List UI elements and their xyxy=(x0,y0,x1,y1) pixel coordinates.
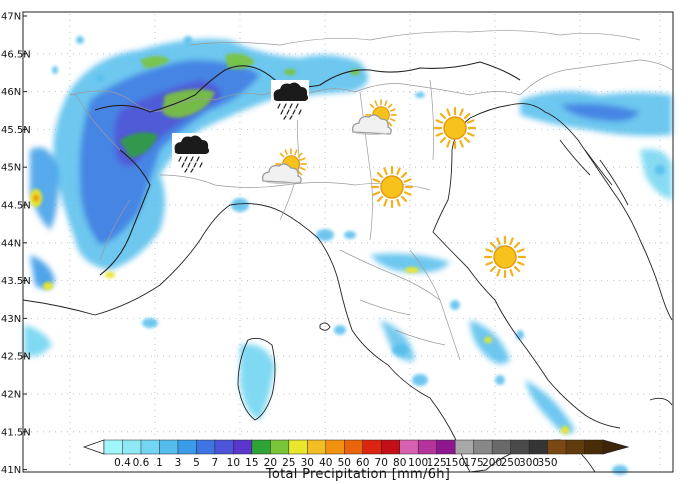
latitude-label: 43.5N xyxy=(1,276,31,287)
colorbar-swatch xyxy=(436,439,456,455)
sun-icon xyxy=(483,235,527,279)
colorbar-swatch xyxy=(196,439,216,455)
colorbar-swatch xyxy=(565,439,586,455)
lat-lon-grid xyxy=(25,14,671,470)
latitude-label: 41N xyxy=(1,465,21,476)
sun-icon xyxy=(370,165,414,209)
latitude-label: 46.5N xyxy=(1,49,31,60)
colorbar-tick-label: 3 xyxy=(175,457,182,469)
colorbar: 0.4 0.6 1 3 5 7 10 15 20 25 30 40 50 60 70 80 1001251501… xyxy=(82,439,630,469)
colorbar-swatch xyxy=(307,439,327,455)
colorbar-tick-label: 25 xyxy=(282,457,295,469)
latitude-labels: 47N 46.5N 46N 45.5N 45N 44.5N 44N 43.5N 43N 42.5N… xyxy=(1,12,31,477)
colorbar-tick-label: 150 xyxy=(445,457,465,469)
colorbar-tick-label: 40 xyxy=(319,457,332,469)
colorbar-tick-label: 0.4 xyxy=(114,457,131,469)
colorbar-swatch xyxy=(344,439,364,455)
colorbar-swatch xyxy=(547,439,567,455)
latitude-label: 42.5N xyxy=(1,352,31,363)
colorbar-swatch xyxy=(270,439,290,455)
colorbar-tick-label: 0.6 xyxy=(133,457,150,469)
colorbar-swatch xyxy=(454,439,475,455)
colorbar-swatch xyxy=(325,439,345,455)
colorbar-swatch xyxy=(510,439,530,455)
colorbar-swatch xyxy=(251,439,271,455)
colorbar-tick-label: 125 xyxy=(427,457,447,469)
colorbar-swatch xyxy=(491,439,512,455)
colorbar-tick-label: 10 xyxy=(227,457,240,469)
colorbar-tick-label: 50 xyxy=(338,457,351,469)
latitude-label: 41.5N xyxy=(1,427,31,438)
latitude-label: 45N xyxy=(1,163,21,174)
latitude-label: 42N xyxy=(1,390,21,401)
colorbar-swatch xyxy=(380,439,401,455)
colorbar-tick-label: 7 xyxy=(212,457,219,469)
colorbar-tick-label: 175 xyxy=(464,457,484,469)
precipitation-field xyxy=(24,36,672,475)
latitude-label: 46N xyxy=(1,87,21,98)
latitude-label: 44.5N xyxy=(1,201,31,212)
colorbar-swatch xyxy=(473,439,493,455)
colorbar-swatch xyxy=(214,439,234,455)
colorbar-title: Total Precipitation [mm/6h] xyxy=(265,467,450,482)
colorbar-swatch xyxy=(177,439,197,455)
sun-icon xyxy=(433,106,477,150)
colorbar-tick-label: 350 xyxy=(538,457,558,469)
colorbar-tick-label: 15 xyxy=(245,457,258,469)
colorbar-tick-label: 30 xyxy=(301,457,314,469)
colorbar-tick-label: 300 xyxy=(519,457,539,469)
colorbar-tick-label: 60 xyxy=(356,457,369,469)
colorbar-swatch xyxy=(103,439,124,455)
colorbar-swatch xyxy=(362,439,382,455)
rain-cloud-icon xyxy=(270,79,310,121)
latitude-label: 47N xyxy=(1,12,21,23)
colorbar-swatch xyxy=(584,439,604,455)
rain-cloud-icon xyxy=(171,132,211,174)
colorbar-swatch xyxy=(528,439,549,455)
colorbar-high-arrow xyxy=(602,439,630,455)
latitude-label: 45.5N xyxy=(1,125,31,136)
colorbar-tick-label: 70 xyxy=(375,457,388,469)
colorbar-tick-label: 100 xyxy=(408,457,428,469)
latitude-label: 43N xyxy=(1,314,21,325)
colorbar-tick-label: 1 xyxy=(156,457,163,469)
colorbar-tick-label: 250 xyxy=(501,457,521,469)
colorbar-swatch xyxy=(288,439,308,455)
colorbar-tick-label: 5 xyxy=(193,457,200,469)
colorbar-swatch xyxy=(233,439,253,455)
colorbar-tick-label: 200 xyxy=(482,457,502,469)
colorbar-swatch xyxy=(417,439,438,455)
colorbar-tick-label: 80 xyxy=(393,457,406,469)
colorbar-swatch xyxy=(159,439,179,455)
colorbar-swatch xyxy=(399,439,419,455)
colorbar-tick-label: 20 xyxy=(264,457,277,469)
latitude-label: 44N xyxy=(1,238,21,249)
colorbar-swatch xyxy=(122,439,142,455)
colorbar-swatch xyxy=(140,439,160,455)
